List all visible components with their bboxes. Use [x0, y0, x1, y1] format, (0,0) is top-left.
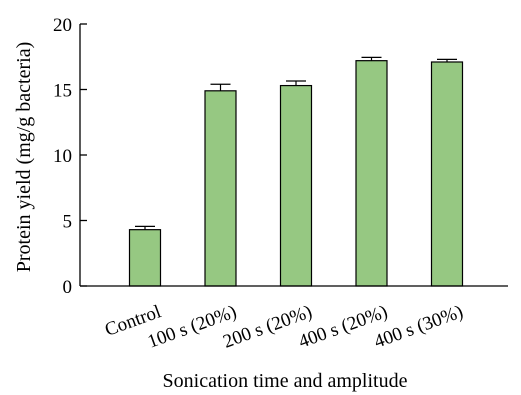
- y-tick-label: 5: [63, 212, 73, 233]
- bar: [355, 60, 388, 287]
- bar: [128, 229, 162, 287]
- y-ticks-layer: 0 5 10 15 20: [53, 15, 87, 298]
- bar: [204, 90, 237, 287]
- bar: [430, 61, 464, 287]
- bars-layer: [128, 60, 464, 287]
- y-tick-label: 20: [53, 15, 72, 36]
- x-axis-title: Sonication time and amplitude: [163, 370, 408, 392]
- y-tick-label: 15: [53, 81, 72, 102]
- y-tick-label: 0: [63, 277, 73, 298]
- y-axis-title: Protein yield (mg/g bacteria): [13, 42, 35, 272]
- error-bars-layer: [135, 56, 457, 230]
- bar: [279, 84, 313, 287]
- y-tick-label: 10: [53, 146, 72, 167]
